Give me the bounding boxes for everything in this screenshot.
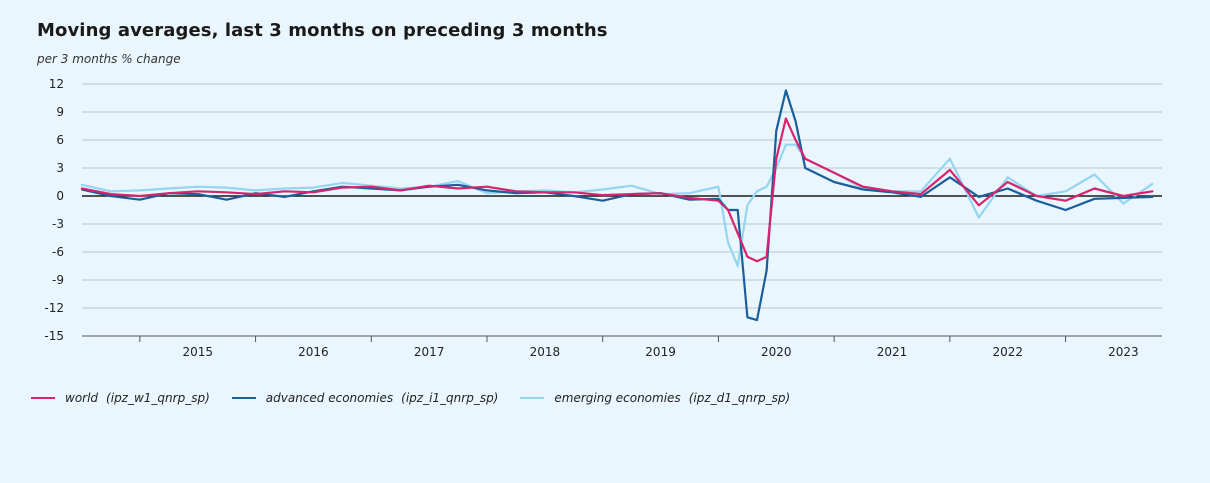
x-axis: 2015 2016 2017 2018 2019 2020 2021 2022 2023 xyxy=(82,335,1162,359)
legend-item-world: world (ipz_w1_qnrp_sp) xyxy=(31,391,210,405)
y-tick-label: 12 xyxy=(49,77,64,91)
legend-label-advanced: advanced economies xyxy=(265,391,394,405)
x-tick-label: 2015 xyxy=(182,345,213,359)
x-tick-label: 2017 xyxy=(414,345,445,359)
y-tick-label: 0 xyxy=(56,189,64,203)
chart-subtitle: per 3 months % change xyxy=(37,52,181,66)
y-axis-ticks: 12 9 6 3 0 -3 -6 -9 -12 -15 xyxy=(44,77,64,343)
grid-lines xyxy=(82,83,1162,337)
legend-item-advanced: advanced economies (ipz_i1_qnrp_sp) xyxy=(231,391,499,405)
series-lines xyxy=(80,89,1154,322)
x-tick-label: 2022 xyxy=(992,345,1023,359)
legend: world (ipz_w1_qnrp_sp) advanced economie… xyxy=(31,391,812,405)
x-tick-label: 2019 xyxy=(645,345,676,359)
legend-code-advanced: (ipz_i1_qnrp_sp) xyxy=(401,391,499,405)
series-line-world xyxy=(80,117,1154,263)
legend-label-world: world xyxy=(65,391,99,405)
legend-swatch-world xyxy=(31,397,55,399)
y-tick-label: -3 xyxy=(52,217,64,231)
y-tick-label: 3 xyxy=(56,161,64,175)
x-tick-label: 2020 xyxy=(761,345,792,359)
x-tick-label: 2018 xyxy=(530,345,561,359)
series-line-emerging-economies xyxy=(80,143,1154,268)
x-tick-label: 2021 xyxy=(877,345,908,359)
y-tick-label: 9 xyxy=(56,105,64,119)
y-tick-label: -6 xyxy=(52,245,64,259)
legend-swatch-advanced xyxy=(231,397,256,399)
y-tick-label: -12 xyxy=(44,301,64,315)
legend-code-world: (ipz_w1_qnrp_sp) xyxy=(106,391,210,405)
series-line-advanced-economies xyxy=(80,89,1154,322)
y-tick-label: -9 xyxy=(52,273,64,287)
legend-code-emerging: (ipz_d1_qnrp_sp) xyxy=(688,391,791,405)
y-tick-label: 6 xyxy=(56,133,64,147)
legend-label-emerging: emerging economies xyxy=(554,391,681,405)
legend-swatch-emerging xyxy=(520,397,545,399)
y-tick-label: -15 xyxy=(44,329,64,343)
x-tick-label: 2023 xyxy=(1108,345,1139,359)
chart-title: Moving averages, last 3 months on preced… xyxy=(37,20,608,41)
legend-item-emerging: emerging economies (ipz_d1_qnrp_sp) xyxy=(520,391,790,405)
x-tick-label: 2016 xyxy=(298,345,329,359)
